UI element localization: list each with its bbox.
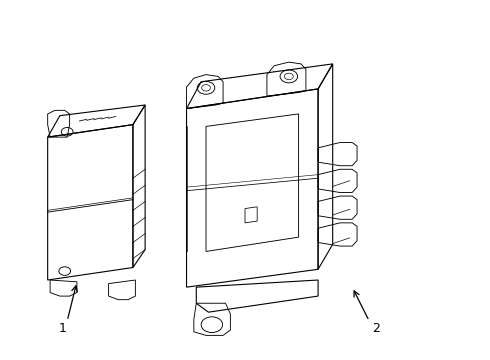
Text: 2: 2 xyxy=(372,323,381,336)
Text: 1: 1 xyxy=(58,323,66,336)
